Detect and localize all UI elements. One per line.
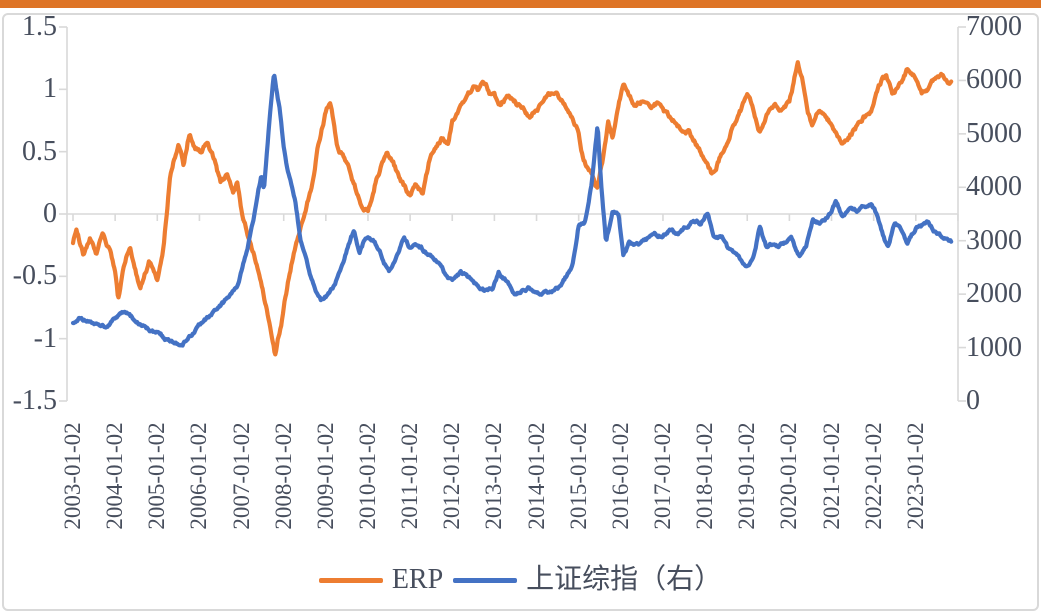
left-axis-tick-label: -1.5 <box>12 385 57 416</box>
right-axis-tick-label: 1000 <box>966 331 1022 363</box>
x-axis-date-label: 2010-01-02 <box>354 422 380 530</box>
x-axis-date-label: 2018-01-02 <box>692 422 718 530</box>
right-axis-tick-label: 2000 <box>966 278 1022 310</box>
x-axis-date-label: 2004-01-02 <box>102 422 128 530</box>
legend-label-sse: 上证综指（右） <box>526 564 723 595</box>
x-axis-date-label: 2008-01-02 <box>270 422 296 530</box>
x-axis-date-label: 2017-01-02 <box>649 422 675 530</box>
x-axis-date-label: 2022-01-02 <box>860 422 886 530</box>
left-axis-tick-label: 1.5 <box>22 11 57 42</box>
x-axis-date-label: 2007-01-02 <box>228 422 254 530</box>
sse-series-line <box>70 73 954 348</box>
x-axis-date-label: 2011-01-02 <box>397 422 423 530</box>
right-axis-tick-label: 5000 <box>966 117 1022 149</box>
x-axis-date-label: 2006-01-02 <box>186 422 212 530</box>
legend-label-erp: ERP <box>391 564 444 595</box>
right-axis-tick-label: 6000 <box>966 64 1022 96</box>
x-axis-date-label: 2012-01-02 <box>439 422 465 530</box>
left-axis-tick-label: 0.5 <box>22 135 57 167</box>
x-axis-date-label: 2020-01-02 <box>776 422 802 530</box>
right-axis-tick-label: 3000 <box>966 224 1022 256</box>
right-axis-tick-label: 4000 <box>966 171 1022 203</box>
x-axis-date-label: 2019-01-02 <box>734 422 760 530</box>
legend-item-erp: ERP <box>318 564 444 595</box>
x-axis-date-label: 2005-01-02 <box>144 422 170 530</box>
erp-series-swatch <box>318 577 383 583</box>
x-axis-date-label: 2016-01-02 <box>607 422 633 530</box>
left-axis-tick-label: 0 <box>43 198 57 229</box>
x-axis-date-label: 2014-01-02 <box>523 422 549 530</box>
x-axis-date-label: 2023-01-02 <box>902 422 928 530</box>
x-axis-date-label: 2021-01-02 <box>818 422 844 530</box>
right-axis-tick-label: 0 <box>966 385 980 416</box>
left-axis-tick-label: -0.5 <box>12 260 57 292</box>
erp-series-line <box>70 60 954 357</box>
left-axis-tick-label: 1 <box>43 73 57 105</box>
right-axis-tick-label: 7000 <box>966 11 1022 42</box>
x-axis-date-label: 2003-01-02 <box>60 422 85 530</box>
legend: ERP 上证综指（右） <box>0 565 1041 595</box>
x-axis-date-label: 2015-01-02 <box>565 422 591 530</box>
x-axis-date-label: 2009-01-02 <box>312 422 338 530</box>
top-accent-bar <box>0 0 1041 8</box>
legend-item-sse: 上证综指（右） <box>453 565 722 595</box>
left-axis-tick-label: -1 <box>33 322 57 354</box>
sse-series-swatch <box>453 577 518 583</box>
x-axis-date-label: 2013-01-02 <box>481 422 507 530</box>
